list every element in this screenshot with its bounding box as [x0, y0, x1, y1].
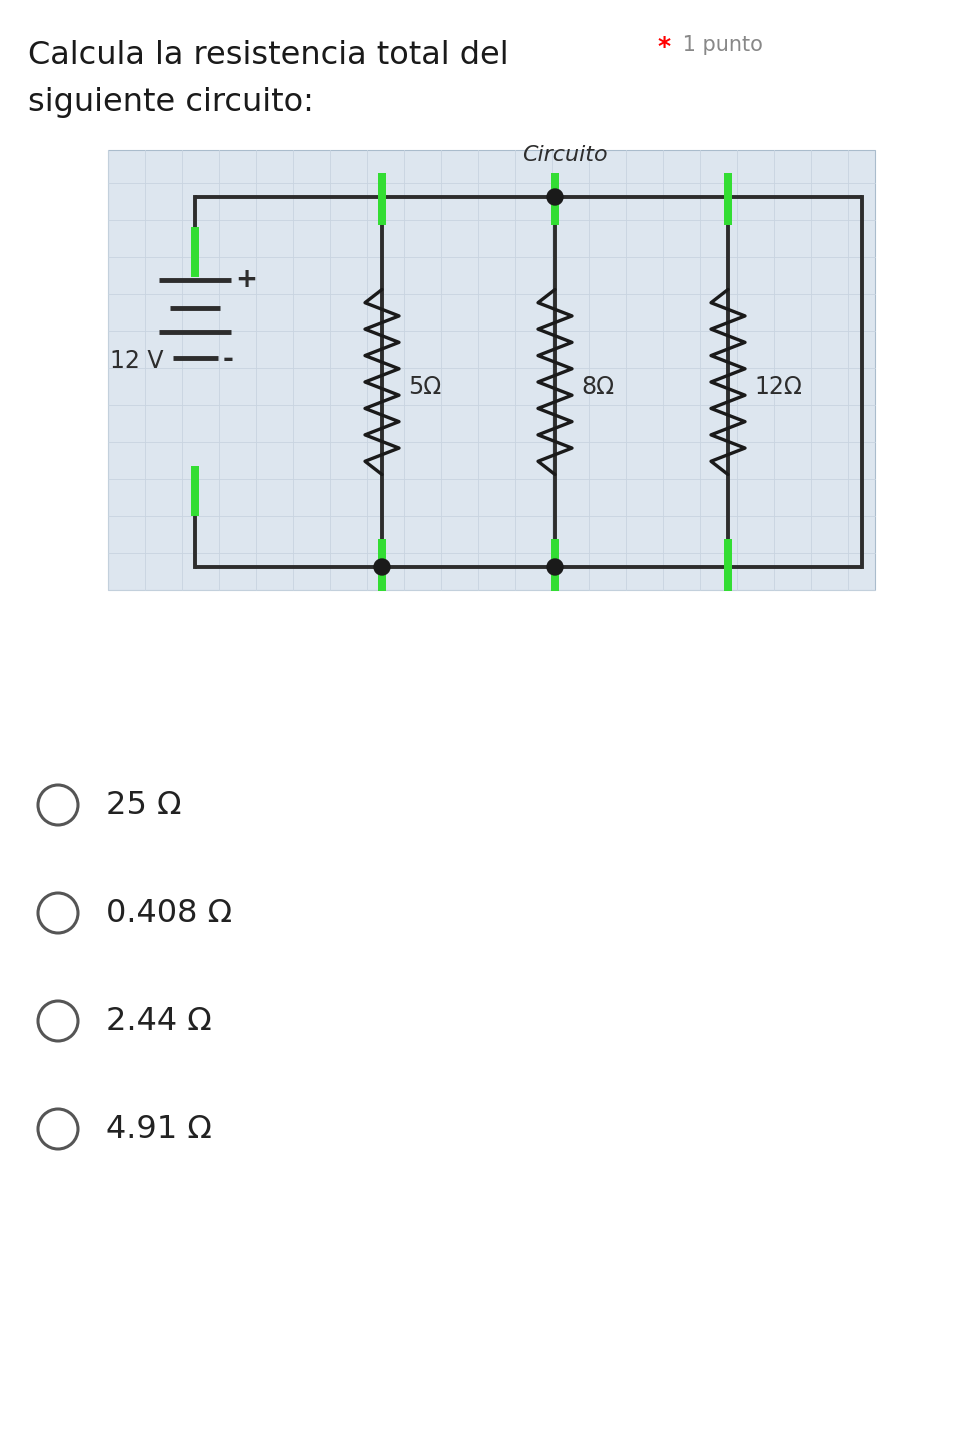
Text: 8Ω: 8Ω — [581, 376, 614, 399]
FancyBboxPatch shape — [724, 539, 732, 591]
FancyBboxPatch shape — [108, 150, 875, 590]
FancyBboxPatch shape — [378, 173, 386, 225]
FancyBboxPatch shape — [551, 173, 559, 225]
Circle shape — [547, 189, 563, 205]
Text: 0.408 Ω: 0.408 Ω — [106, 897, 232, 929]
Circle shape — [547, 559, 563, 575]
Text: 25 Ω: 25 Ω — [106, 789, 181, 821]
FancyBboxPatch shape — [724, 173, 732, 225]
Text: *: * — [658, 35, 671, 59]
Text: Circuito: Circuito — [523, 144, 608, 165]
FancyBboxPatch shape — [191, 465, 199, 516]
Text: 4.91 Ω: 4.91 Ω — [106, 1114, 212, 1144]
Text: 12Ω: 12Ω — [754, 376, 802, 399]
FancyBboxPatch shape — [551, 539, 559, 591]
FancyBboxPatch shape — [191, 227, 199, 277]
Text: 1 punto: 1 punto — [676, 35, 762, 55]
Text: 5Ω: 5Ω — [408, 376, 441, 399]
Text: +: + — [235, 267, 257, 293]
Circle shape — [374, 559, 390, 575]
Text: -: - — [223, 347, 234, 373]
Text: Calcula la resistencia total del: Calcula la resistencia total del — [28, 40, 508, 71]
FancyBboxPatch shape — [378, 539, 386, 591]
Text: 2.44 Ω: 2.44 Ω — [106, 1006, 212, 1036]
Text: 12 V: 12 V — [110, 350, 163, 373]
Text: siguiente circuito:: siguiente circuito: — [28, 87, 314, 118]
